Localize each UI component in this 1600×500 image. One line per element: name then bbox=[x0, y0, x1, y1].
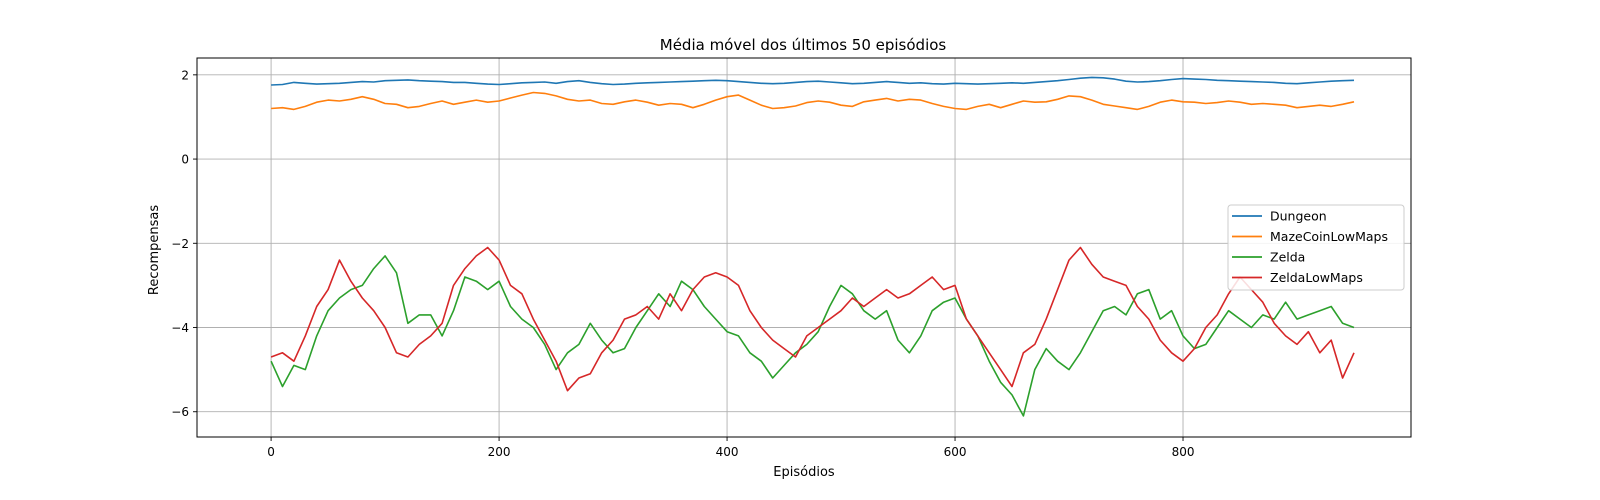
y-tick-label: −6 bbox=[171, 405, 189, 419]
legend: Dungeon MazeCoinLowMaps Zelda ZeldaLowMaps bbox=[1227, 204, 1405, 291]
series-lines bbox=[270, 76, 1355, 417]
legend-label: MazeCoinLowMaps bbox=[1270, 229, 1388, 244]
series-line-dungeon bbox=[271, 76, 1355, 86]
series-line-mazecoinlowmaps bbox=[271, 91, 1355, 111]
legend-label: ZeldaLowMaps bbox=[1270, 270, 1363, 285]
x-tick-label: 400 bbox=[716, 445, 739, 459]
plot-area-frame bbox=[196, 57, 1412, 438]
x-tick-label: 200 bbox=[488, 445, 511, 459]
grid bbox=[197, 58, 1411, 437]
legend-label: Zelda bbox=[1270, 250, 1305, 265]
legend-frame bbox=[1227, 204, 1405, 291]
series-line-zelda bbox=[270, 255, 1355, 417]
axis-ticks: 0 200 400 600 800 −6 −4 −2 0 2 bbox=[171, 68, 1194, 459]
x-tick-label: 600 bbox=[944, 445, 967, 459]
x-tick-label: 800 bbox=[1172, 445, 1195, 459]
y-axis-title: Recompensas bbox=[147, 205, 162, 295]
x-tick-label: 0 bbox=[267, 445, 275, 459]
y-tick-label: −4 bbox=[171, 321, 189, 335]
chart-title: Média móvel dos últimos 50 episódios bbox=[660, 36, 947, 54]
y-tick-label: 0 bbox=[181, 153, 189, 167]
x-axis-title: Episódios bbox=[773, 465, 835, 480]
legend-label: Dungeon bbox=[1270, 209, 1327, 224]
y-tick-label: −2 bbox=[171, 237, 189, 251]
y-tick-label: 2 bbox=[181, 68, 189, 82]
series-line-zeldalowmaps bbox=[270, 246, 1355, 392]
